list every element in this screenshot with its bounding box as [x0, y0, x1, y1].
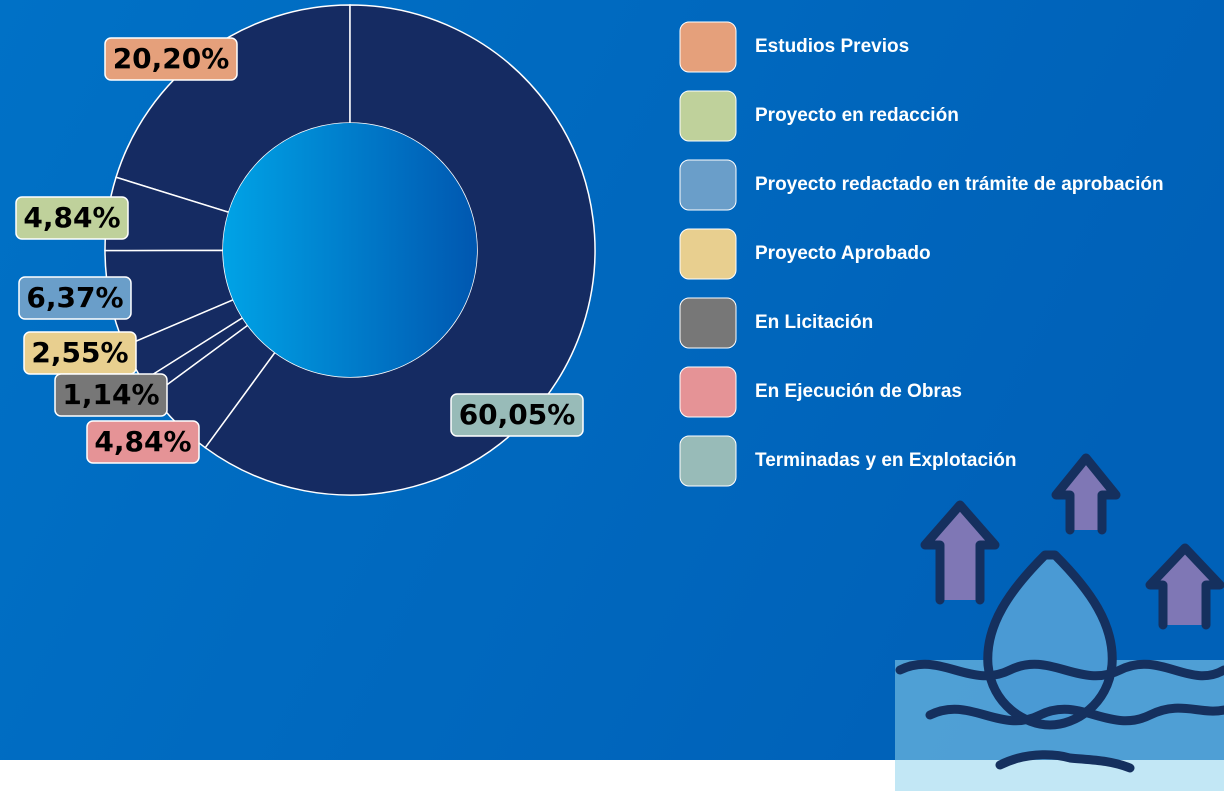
legend-label: Terminadas y en Explotación — [755, 450, 1017, 471]
value-label: 2,55% — [31, 336, 128, 369]
legend-swatch — [679, 435, 737, 487]
label-box — [104, 37, 238, 81]
donut: 20,20% 4,84% 6,37% 2,55% 1,14% 4,84% 60,05% — [15, 4, 596, 496]
legend: Estudios Previos Proyecto en redacción Pro… — [679, 21, 1164, 487]
slice — [115, 4, 351, 214]
value-label: 60,05% — [459, 398, 576, 431]
value-label: 20,20% — [113, 42, 230, 75]
legend-label: Estudios Previos — [755, 36, 909, 57]
legend-label: Proyecto Aprobado — [755, 243, 931, 264]
value-label: 1,14% — [62, 378, 159, 411]
donut-hole — [223, 123, 477, 377]
legend-label: En Licitación — [755, 312, 873, 333]
value-label: 4,84% — [23, 201, 120, 234]
label-box — [18, 276, 132, 320]
label-box — [54, 373, 168, 417]
legend-label: Proyecto en redacción — [755, 105, 959, 126]
value-label: 4,84% — [94, 425, 191, 458]
legend-swatch — [679, 366, 737, 418]
legend-swatch — [679, 90, 737, 142]
value-label: 6,37% — [26, 281, 123, 314]
legend-swatch — [679, 297, 737, 349]
legend-label: En Ejecución de Obras — [755, 381, 962, 402]
label-box — [15, 196, 129, 240]
label-box — [450, 393, 584, 437]
water-icon — [895, 453, 1224, 791]
legend-label: Proyecto redactado en trámite de aprobac… — [755, 174, 1164, 195]
legend-swatch — [679, 159, 737, 211]
label-box — [86, 420, 200, 464]
legend-swatch — [679, 21, 737, 73]
legend-swatch — [679, 228, 737, 280]
